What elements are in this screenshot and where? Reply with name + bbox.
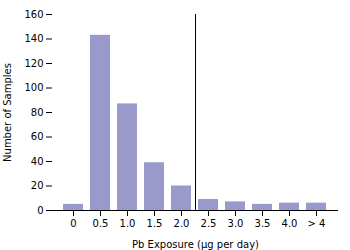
svg-text:1.5: 1.5 [147,218,163,229]
svg-text:Pb Exposure (μg per day): Pb Exposure (μg per day) [132,239,259,250]
svg-text:3.5: 3.5 [255,218,271,229]
svg-text:3.0: 3.0 [228,218,244,229]
svg-text:Number of Samples: Number of Samples [2,63,13,162]
svg-text:160: 160 [24,9,43,20]
svg-text:120: 120 [24,58,43,69]
svg-text:20: 20 [31,180,44,191]
svg-text:40: 40 [31,156,44,167]
svg-text:0: 0 [70,218,76,229]
svg-text:2.0: 2.0 [174,218,190,229]
svg-text:0: 0 [37,205,43,216]
svg-text:1.0: 1.0 [120,218,136,229]
svg-text:140: 140 [24,33,43,44]
svg-text:2.5: 2.5 [201,218,217,229]
svg-text:> 4: > 4 [308,218,326,229]
svg-text:4.0: 4.0 [282,218,298,229]
svg-text:100: 100 [24,82,43,93]
svg-text:80: 80 [31,107,44,118]
svg-text:0.5: 0.5 [93,218,109,229]
svg-text:60: 60 [31,131,44,142]
